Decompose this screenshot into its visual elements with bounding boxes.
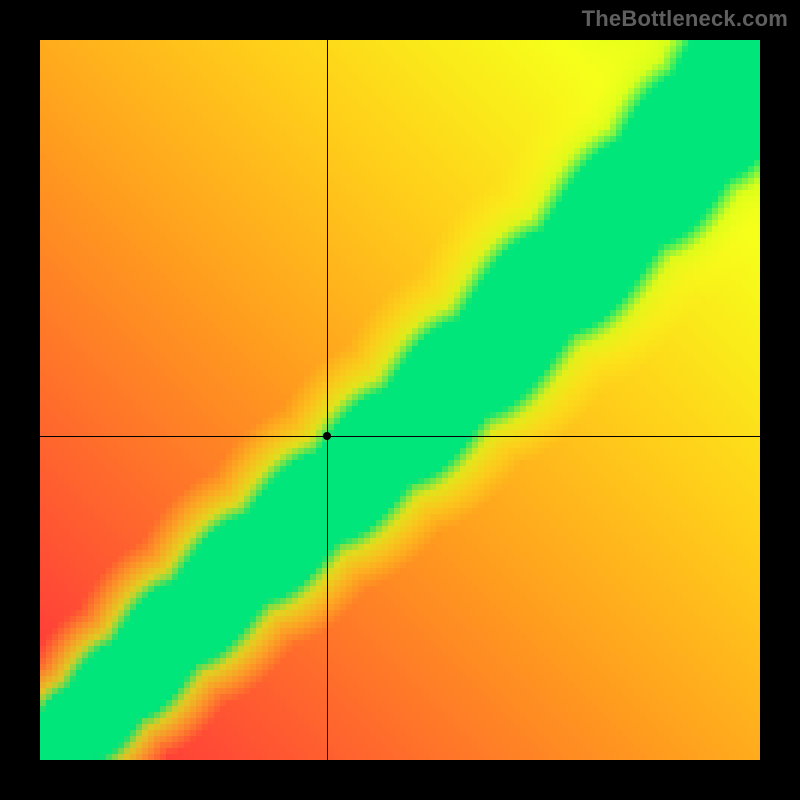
root: TheBottleneck.com [0,0,800,800]
crosshair-horizontal [40,436,760,437]
watermark-text: TheBottleneck.com [582,6,788,32]
crosshair-point [323,432,331,440]
heatmap-canvas [40,40,760,760]
plot-area [40,40,760,760]
crosshair-vertical [327,40,328,760]
